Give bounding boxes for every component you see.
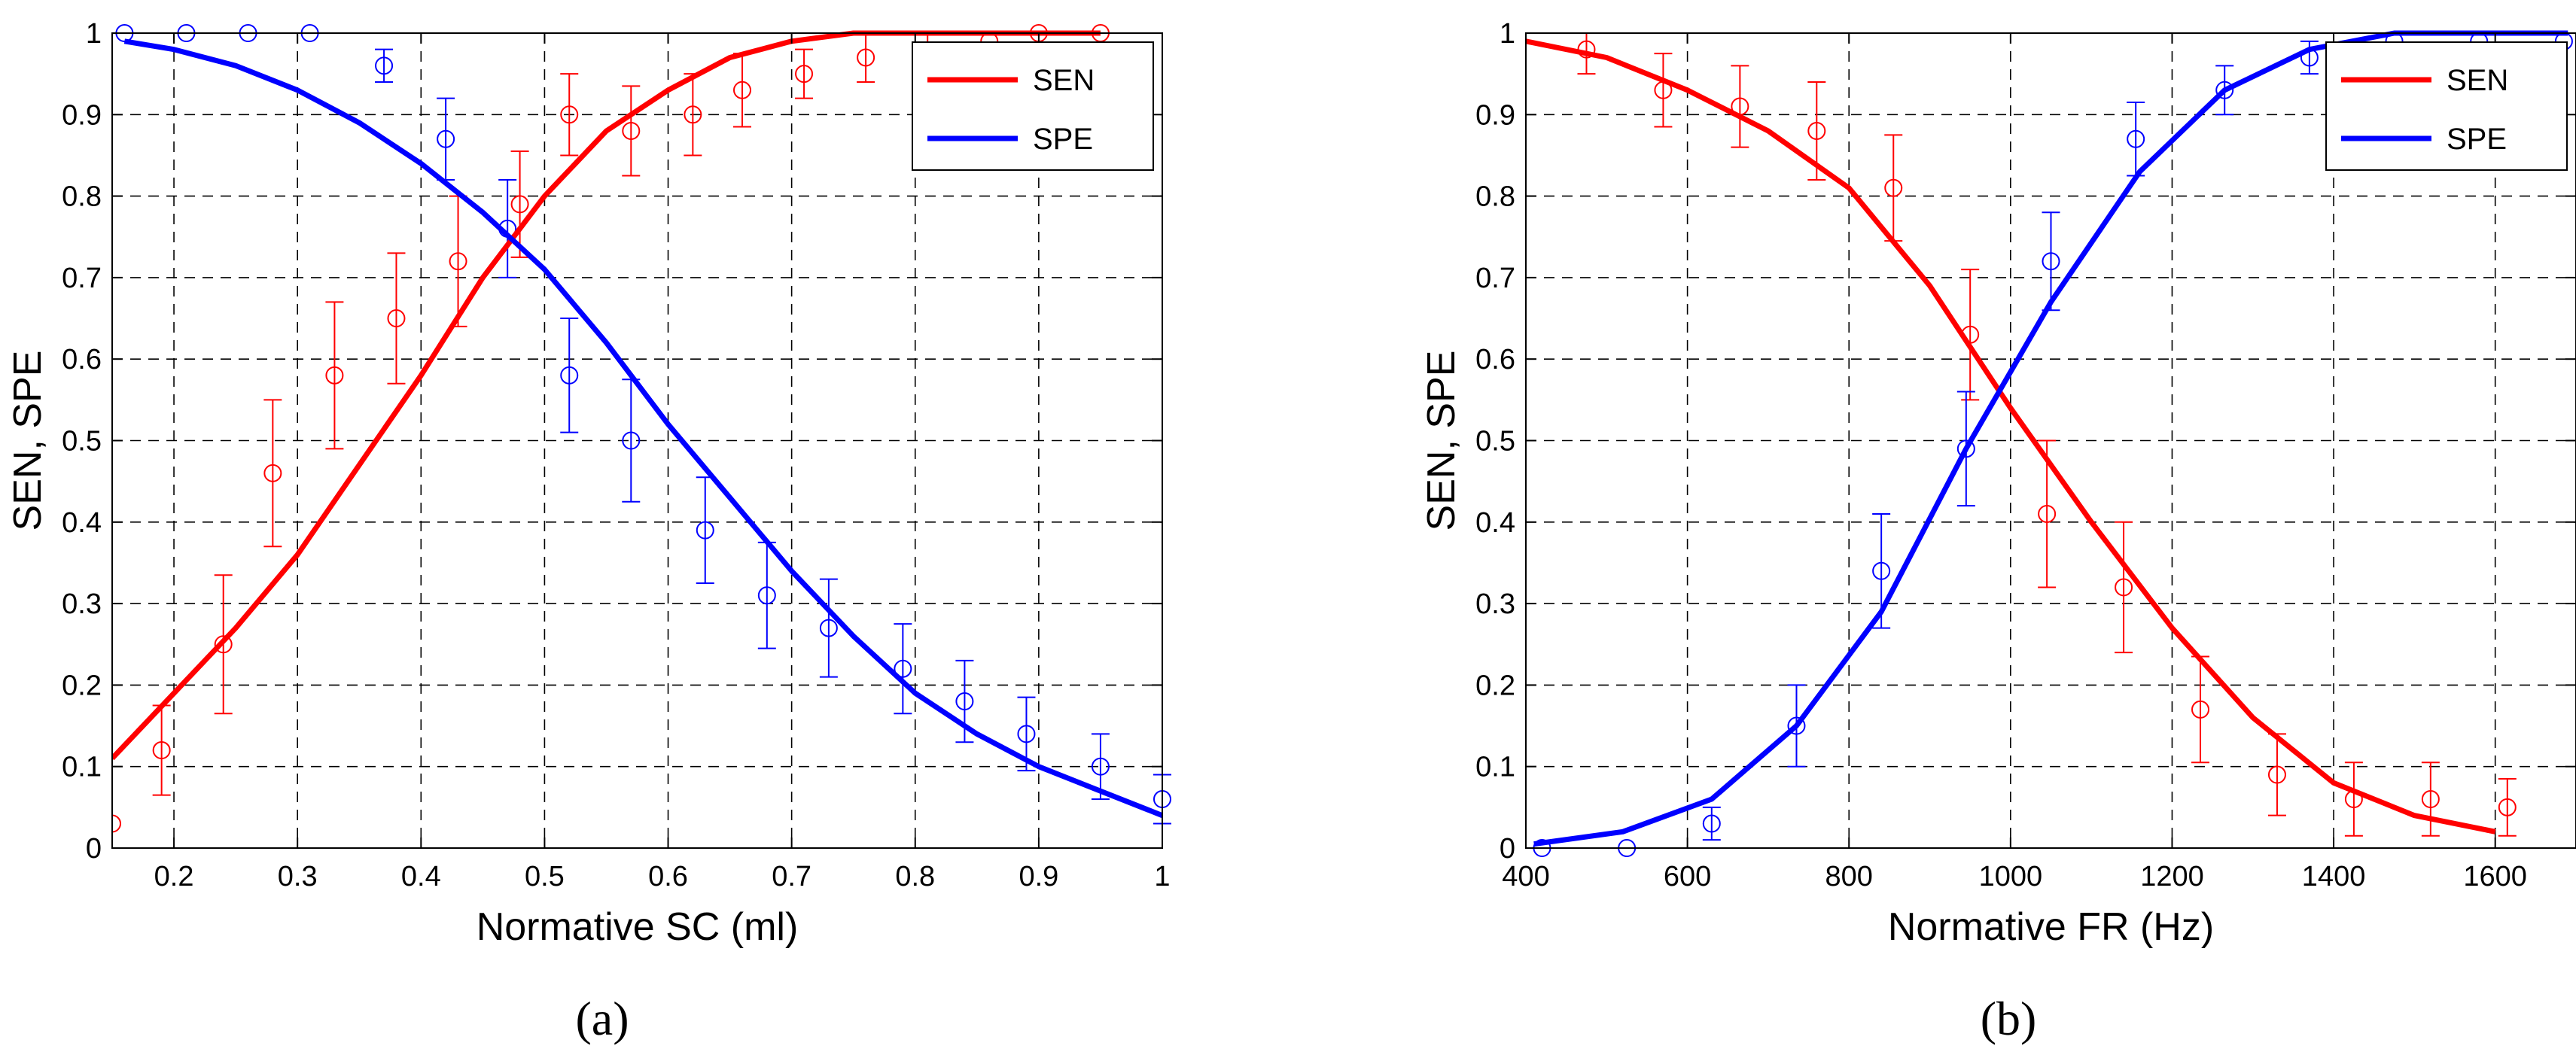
- y-tick-label: 0.4: [62, 507, 102, 539]
- data-point-sen: [2498, 798, 2517, 816]
- series-line-spe: [123, 38, 1164, 818]
- data-point-spe: [2215, 81, 2234, 99]
- y-tick-label: 0.2: [62, 670, 102, 701]
- x-tick-label: 0.6: [648, 861, 688, 892]
- y-tick-label: 0.2: [1475, 670, 1515, 701]
- data-point-sen: [857, 48, 875, 67]
- data-point-sen: [2421, 790, 2440, 809]
- data-point-spe: [1091, 757, 1110, 776]
- data-point-sen: [2038, 504, 2057, 523]
- y-tick-label: 0.3: [1475, 588, 1515, 620]
- x-tick-label: 0.3: [278, 861, 318, 892]
- x-axis-label: Normative SC (ml): [477, 905, 799, 949]
- x-tick-label: 0.5: [525, 861, 565, 892]
- y-tick-label: 0.7: [1475, 263, 1515, 294]
- data-point-sen: [2191, 700, 2210, 719]
- legend-box: [912, 41, 1154, 171]
- data-point-sen: [510, 195, 529, 214]
- data-point-sen: [152, 741, 171, 760]
- data-point-sen: [387, 309, 406, 328]
- series-line-sen: [1526, 38, 2496, 835]
- data-point-sen: [622, 121, 641, 140]
- data-point-spe: [1017, 725, 1036, 743]
- y-tick-label: 1: [1500, 18, 1515, 50]
- y-tick-label: 0.9: [1475, 99, 1515, 131]
- y-tick-label: 0.6: [62, 344, 102, 375]
- legend-box: [2325, 41, 2568, 171]
- data-point-spe: [894, 659, 912, 678]
- data-point-sen: [2267, 765, 2286, 784]
- data-point-spe: [622, 431, 641, 450]
- data-point-spe: [1956, 439, 1975, 458]
- x-tick-label: 800: [1825, 861, 1873, 892]
- x-tick-label: 0.8: [895, 861, 935, 892]
- data-point-sen: [684, 105, 702, 124]
- data-point-spe: [955, 692, 974, 711]
- x-tick-label: 600: [1664, 861, 1711, 892]
- data-point-sen: [214, 635, 233, 654]
- data-point-spe: [1702, 814, 1721, 833]
- y-tick-label: 0.8: [62, 181, 102, 213]
- data-point-sen: [733, 81, 751, 99]
- data-point-sen: [263, 464, 282, 482]
- y-tick-label: 0.6: [1475, 344, 1515, 375]
- data-point-sen: [560, 105, 579, 124]
- data-point-spe: [819, 619, 838, 637]
- x-tick-label: 1000: [1979, 861, 2043, 892]
- y-tick-label: 0.4: [1475, 507, 1515, 539]
- y-axis-label: SEN, SPE: [1420, 351, 1463, 531]
- x-tick-label: 1: [1154, 861, 1170, 892]
- panel-label: (b): [1981, 992, 2037, 1045]
- y-tick-label: 0: [1500, 833, 1515, 865]
- data-point-spe: [1872, 561, 1891, 580]
- data-point-spe: [437, 129, 455, 148]
- data-point-spe: [696, 521, 714, 540]
- y-tick-label: 0.5: [62, 426, 102, 458]
- y-tick-label: 0.7: [62, 263, 102, 294]
- legend: SEN SPE: [912, 41, 1154, 171]
- data-point-sen: [795, 65, 814, 84]
- y-tick-label: 0: [86, 833, 102, 865]
- data-point-spe: [375, 56, 394, 75]
- data-point-sen: [2115, 578, 2133, 597]
- x-tick-label: 1400: [2302, 861, 2366, 892]
- legend-label-spe: SPE: [1033, 123, 1093, 156]
- x-tick-label: 1200: [2140, 861, 2204, 892]
- y-tick-label: 0.9: [62, 99, 102, 131]
- legend-label-sen: SEN: [1033, 64, 1095, 97]
- data-point-sen: [112, 814, 121, 833]
- panel-label: (a): [575, 992, 629, 1045]
- y-tick-label: 0.1: [62, 752, 102, 783]
- y-tick-label: 0.5: [1475, 426, 1515, 458]
- x-tick-label: 0.7: [772, 861, 811, 892]
- y-tick-label: 0.1: [1475, 752, 1515, 783]
- data-point-spe: [757, 586, 776, 605]
- y-tick-label: 1: [86, 18, 102, 50]
- x-tick-label: 1600: [2463, 861, 2527, 892]
- x-axis-label: Normative FR (Hz): [1888, 905, 2214, 949]
- data-point-sen: [1884, 178, 1903, 197]
- data-point-spe: [2127, 129, 2145, 148]
- data-point-sen: [325, 366, 344, 385]
- x-tick-label: 400: [1502, 861, 1549, 892]
- y-tick-label: 0.8: [1475, 181, 1515, 213]
- chart-panel-a: 0.2 0.3 0.4 0.5 0.6 0.7 0.8 0.9 1 0 0.1 0.2 0.3 0.4 0.…: [6, 18, 1171, 1045]
- x-tick-label: 0.4: [401, 861, 441, 892]
- data-point-sen: [1807, 121, 1826, 140]
- legend-label-sen: SEN: [2447, 64, 2508, 97]
- legend-label-spe: SPE: [2447, 123, 2507, 156]
- data-point-spe: [1787, 716, 1806, 735]
- data-point-spe: [2042, 252, 2060, 271]
- x-tick-label: 0.9: [1019, 861, 1058, 892]
- y-axis-label: SEN, SPE: [6, 351, 50, 531]
- chart-panel-b: 400 600 800 1000 1200 1400 1600 0 0.1 0.2 0.3 0.4 0.…: [1420, 18, 2576, 1045]
- y-tick-label: 0.3: [62, 588, 102, 620]
- data-point-spe: [560, 366, 579, 385]
- data-point-sen: [449, 252, 467, 271]
- x-tick-label: 0.2: [154, 861, 194, 892]
- legend: SEN SPE: [2325, 41, 2568, 171]
